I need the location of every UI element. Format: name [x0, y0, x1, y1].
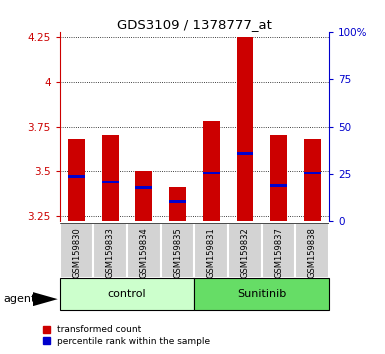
Bar [136, 186, 152, 189]
Bar [60, 223, 93, 278]
Bar [270, 136, 287, 221]
Text: GSM159831: GSM159831 [207, 227, 216, 278]
Legend: transformed count, percentile rank within the sample: transformed count, percentile rank withi… [43, 325, 211, 346]
Text: GSM159834: GSM159834 [139, 227, 148, 278]
Bar [93, 223, 127, 278]
Text: agent: agent [4, 294, 36, 304]
Bar [68, 139, 85, 221]
Bar [102, 181, 119, 183]
Bar [169, 187, 186, 221]
Bar [60, 278, 194, 310]
Bar [68, 175, 85, 178]
Bar [194, 223, 228, 278]
Text: GSM159838: GSM159838 [308, 227, 317, 278]
Bar [236, 152, 253, 155]
Bar [262, 223, 296, 278]
Text: GSM159837: GSM159837 [274, 227, 283, 278]
Text: GSM159832: GSM159832 [241, 227, 249, 278]
Bar [304, 139, 321, 221]
Text: GSM159833: GSM159833 [106, 227, 115, 278]
Bar [270, 184, 287, 187]
Bar [102, 136, 119, 221]
Bar [161, 223, 194, 278]
Bar [194, 278, 329, 310]
Bar [228, 223, 262, 278]
Text: GSM159835: GSM159835 [173, 227, 182, 278]
Bar [236, 37, 253, 221]
Text: GSM159830: GSM159830 [72, 227, 81, 278]
Bar [203, 121, 220, 221]
Bar [203, 172, 220, 175]
Bar [296, 223, 329, 278]
Text: control: control [108, 289, 146, 299]
Bar [127, 223, 161, 278]
Bar [304, 172, 321, 175]
Bar [169, 200, 186, 203]
Text: Sunitinib: Sunitinib [237, 289, 286, 299]
Title: GDS3109 / 1378777_at: GDS3109 / 1378777_at [117, 18, 272, 31]
Bar [136, 171, 152, 221]
Polygon shape [33, 292, 58, 306]
